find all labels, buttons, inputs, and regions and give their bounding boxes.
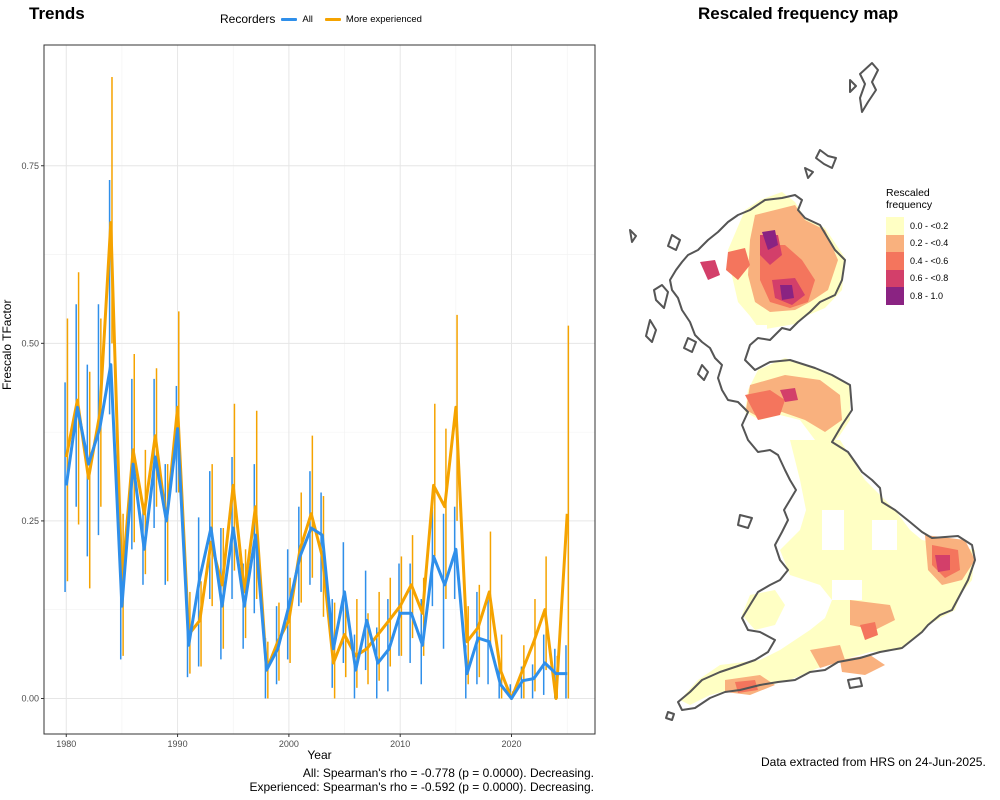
x-axis-label: Year [307,748,331,762]
map-legend-label: 0.0 - <0.2 [910,220,949,231]
y-tick-label: 0.50 [21,338,39,348]
map-legend-label: 0.6 - <0.8 [910,273,949,284]
spearman-experienced: Experienced: Spearman's rho = -0.592 (p … [249,780,595,794]
map-legend-swatch [886,217,904,235]
map-legend: Rescaled frequency 0.0 - <0.2 0.2 - <0.4 0… [886,187,948,305]
legend-label-experienced: More experienced [345,13,422,25]
map-legend-label: 0.8 - 1.0 [910,290,944,301]
series-lines-layer [64,221,569,700]
source-note: Data extracted from HRS on 24-Jun-2025. [761,755,986,769]
legend-title: Recorders [220,12,276,26]
trends-title: Trends [29,4,85,23]
plot-frame [43,44,596,735]
y-tick-label: 0.25 [21,516,39,526]
x-tick-label: 2010 [390,739,410,749]
error-bars-layer [64,76,570,699]
legend-key-all [281,17,298,21]
spearman-notes: All: Spearman's rho = -0.778 (p = 0.0000… [250,766,595,794]
y-tick-label: 0.00 [21,693,39,703]
map-legend-row: 0.8 - 1.0 [886,287,948,305]
map-coastline [629,62,976,721]
map-legend-row: 0.6 - <0.8 [886,269,949,287]
trends-chart: 0.00 0.25 0.50 0.75 1980 1990 2000 2010 2020 Yea… [21,44,596,762]
grid-layer [44,45,595,734]
axis-layer: 0.00 0.25 0.50 0.75 1980 1990 2000 2010 2020 [21,161,521,749]
map-legend-row: 0.2 - <0.4 [886,234,949,252]
x-tick-label: 2020 [501,739,521,749]
x-tick-label: 1980 [56,739,76,749]
map-legend-row: 0.4 - <0.6 [886,252,948,270]
map-legend-swatch [886,252,904,270]
map-legend-label: 0.4 - <0.6 [910,255,949,266]
map-legend-title-line1: Rescaled [886,187,930,199]
x-tick-label: 1990 [168,739,188,749]
map-legend-swatch [886,287,904,305]
legend-key-experienced [324,17,341,21]
legend-item-all: All [281,14,313,25]
spearman-all: All: Spearman's rho = -0.778 (p = 0.0000… [302,766,594,780]
series-line-experienced [64,221,569,700]
map-legend-rows: 0.0 - <0.2 0.2 - <0.4 0.4 - <0.6 0.6 - <0.8… [886,217,948,305]
map-legend-title-line2: frequency [886,199,933,211]
map-legend-label: 0.2 - <0.4 [910,238,949,249]
map-legend-title: Rescaled frequency [886,187,948,211]
legend-label-all: All [302,13,313,25]
map-fill-top [762,230,794,300]
map-legend-row: 0.0 - <0.2 [886,217,948,235]
x-tick-label: 2000 [279,739,299,749]
map-title: Rescaled frequency map [698,4,899,23]
series-line-all [64,363,568,700]
legend-item-experienced: More experienced [324,13,422,25]
map-legend-swatch [886,234,904,252]
frequency-map [629,62,976,721]
y-tick-label: 0.75 [21,161,39,171]
chart-legend: Recorders All More experienced [220,12,428,26]
map-legend-swatch [886,269,904,287]
